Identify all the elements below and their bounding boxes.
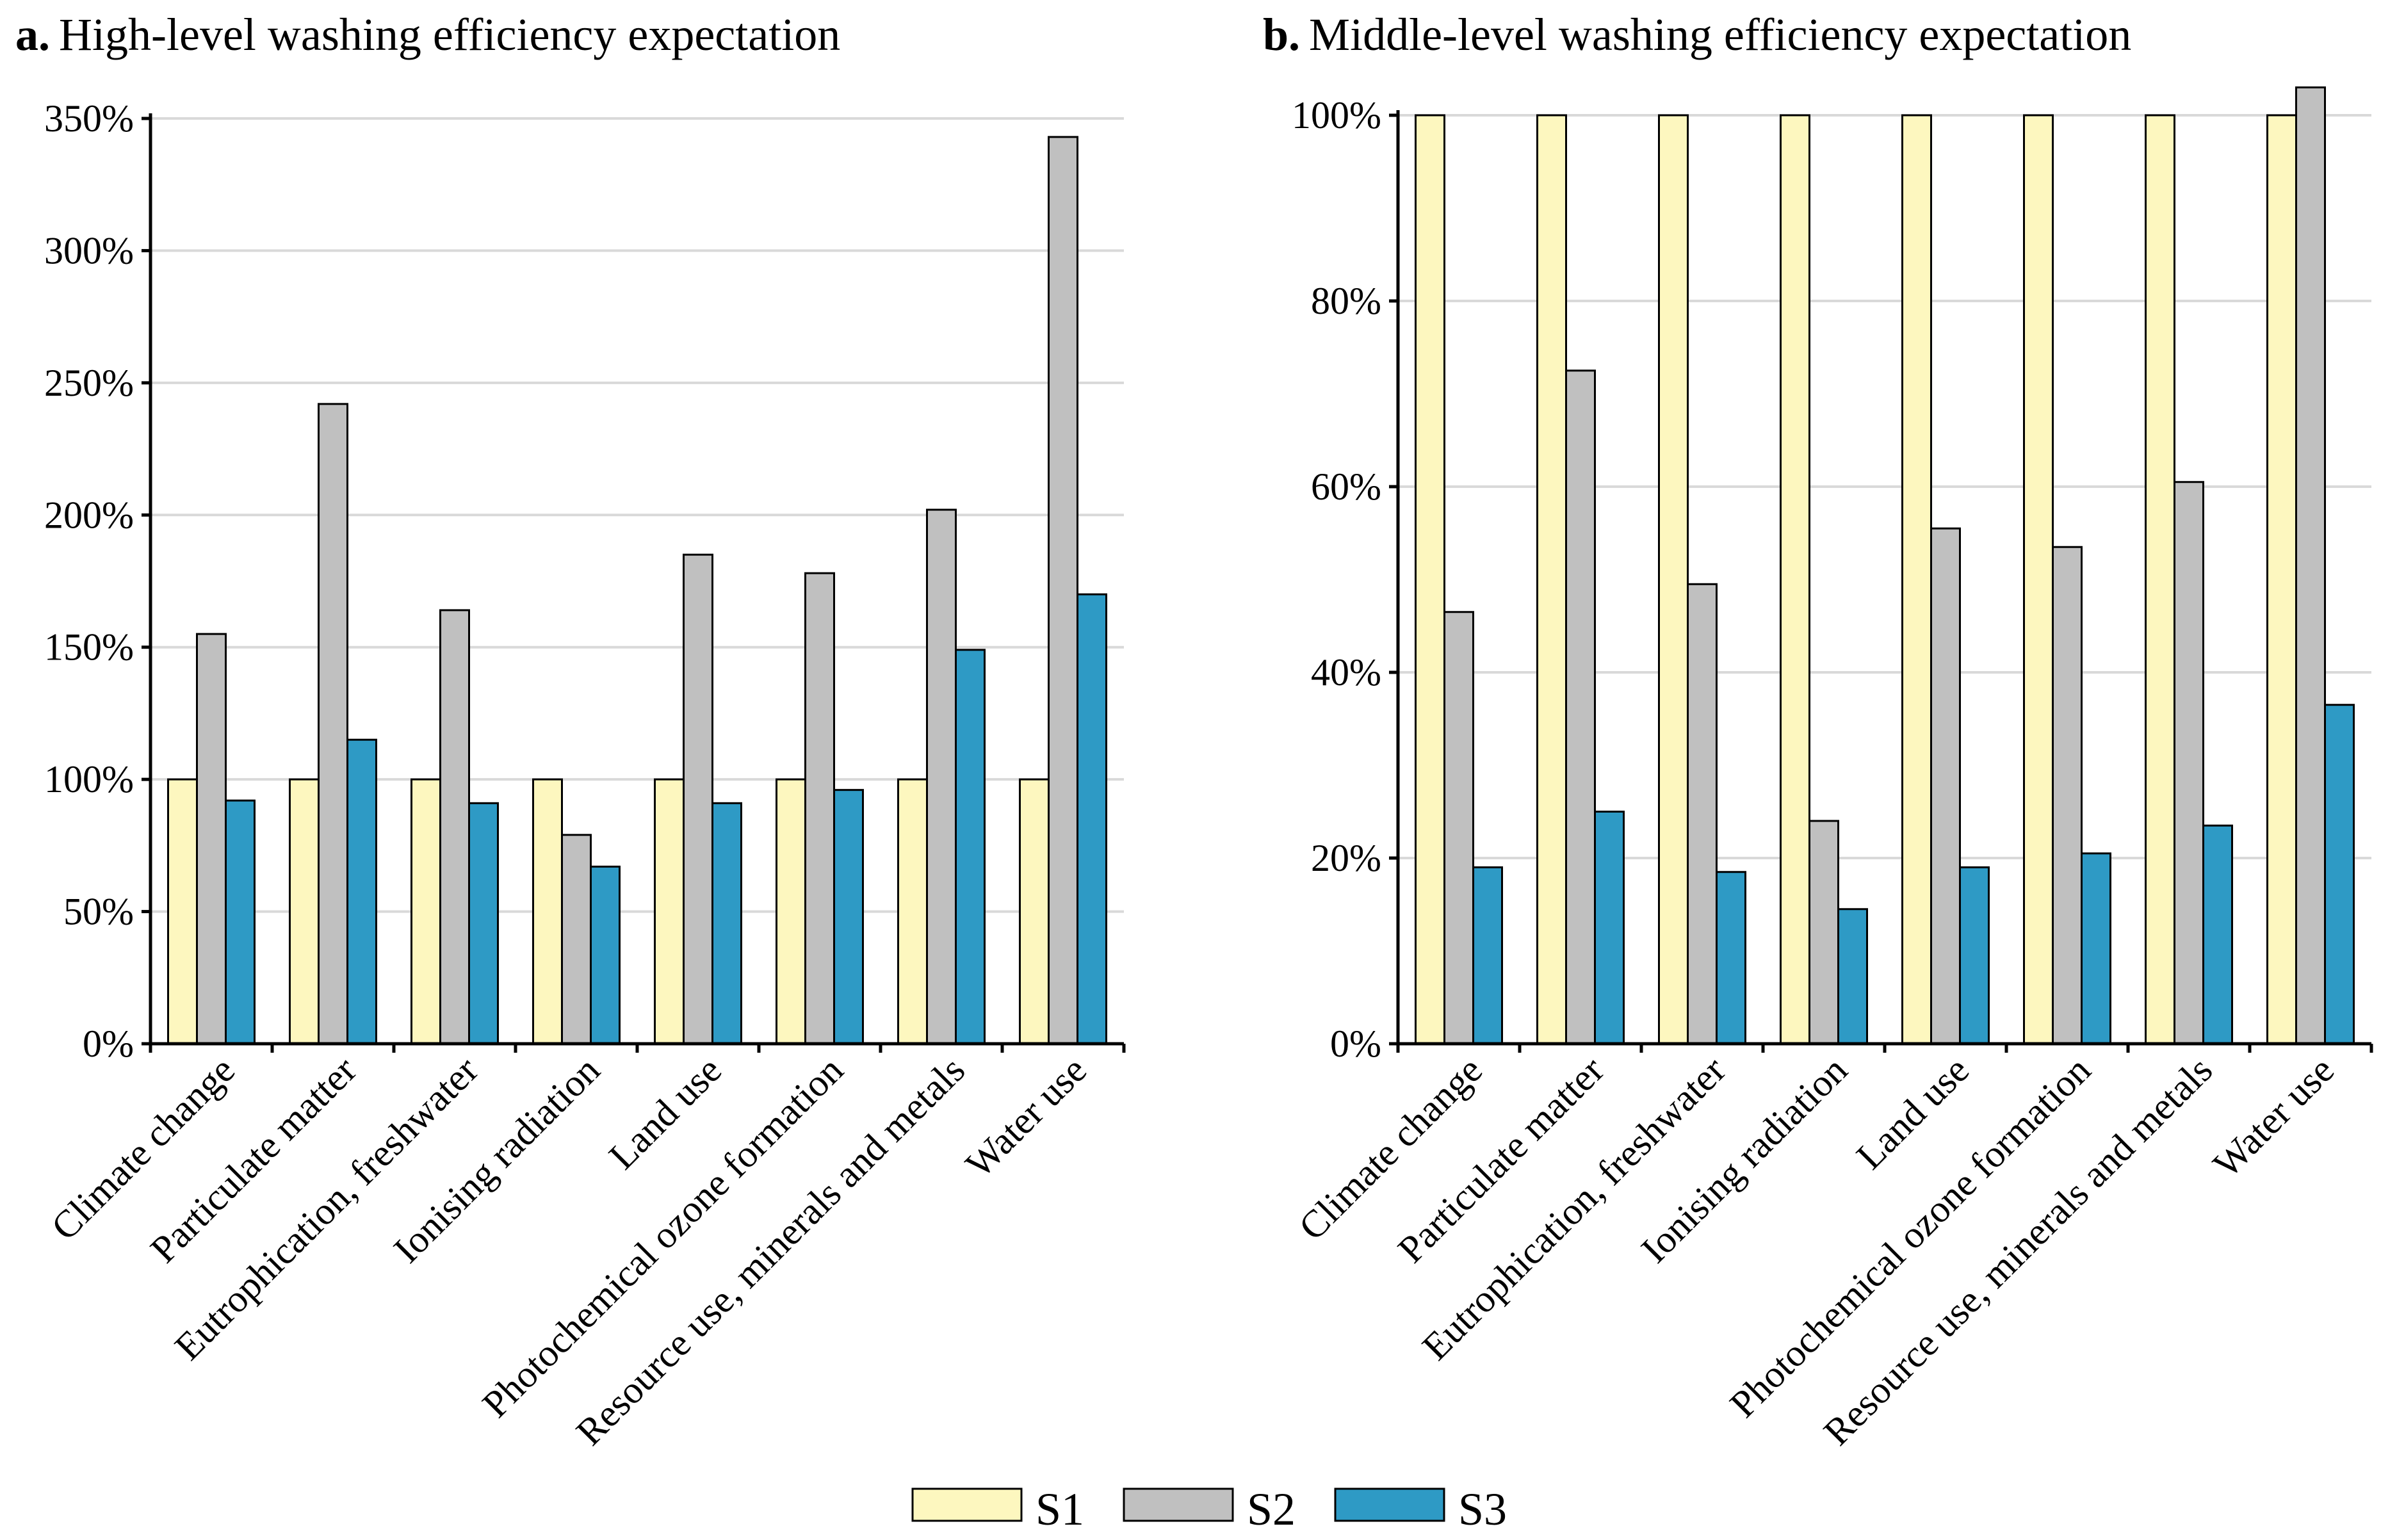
category-label-a-7: Water use	[957, 1049, 1094, 1186]
bar-b-s2-1	[1565, 369, 1596, 1045]
y-tick-label-b-3: 60%	[1311, 466, 1381, 508]
bar-b-s3-2	[1716, 871, 1746, 1045]
y-tick-label-b-5: 100%	[1292, 94, 1381, 136]
category-label-b-1: Particulate matter	[1390, 1049, 1612, 1271]
chart-panel-b: b. Middle-level washing efficiency expect…	[1263, 9, 2373, 1454]
y-tick-labels-b: 0% 20% 40% 60% 80% 100%	[1292, 94, 1381, 1065]
chart-panel-a: a. High-level washing efficiency expectat…	[15, 9, 1126, 1454]
bar-a-s3-5	[833, 789, 864, 1045]
y-tick-label-a-3: 150%	[44, 626, 134, 669]
bar-b-s1-4	[1901, 114, 1932, 1045]
bar-a-s1-0	[167, 778, 198, 1045]
bar-a-s1-5	[776, 778, 806, 1045]
bar-b-s3-7	[2324, 704, 2355, 1045]
bar-b-s2-0	[1443, 611, 1474, 1045]
bar-b-s1-5	[2023, 114, 2054, 1045]
y-tick-label-a-6: 300%	[44, 229, 134, 272]
bar-a-s2-2	[439, 609, 470, 1045]
bar-a-s3-2	[468, 802, 499, 1045]
bar-b-s2-7	[2295, 86, 2326, 1045]
bars-a	[167, 136, 1107, 1045]
bar-b-s1-6	[2145, 114, 2175, 1045]
bar-a-s2-6	[926, 508, 957, 1045]
panel-title-text-a: High-level washing efficiency expectatio…	[59, 9, 840, 60]
panel-letter-a: a.	[15, 9, 50, 60]
y-tick-label-a-0: 0%	[83, 1023, 134, 1065]
legend-label-s2: S2	[1247, 1484, 1296, 1535]
y-tick-label-b-1: 20%	[1311, 837, 1381, 879]
bar-a-s1-4	[654, 778, 685, 1045]
bar-a-s1-2	[410, 778, 441, 1045]
y-tick-label-b-0: 0%	[1330, 1023, 1381, 1065]
bar-a-s3-3	[590, 865, 621, 1045]
bar-b-s2-4	[1930, 527, 1961, 1045]
bar-a-s3-7	[1077, 593, 1107, 1045]
y-tick-label-b-4: 80%	[1311, 280, 1381, 322]
legend-swatch-s1	[911, 1487, 1023, 1522]
bar-b-s3-6	[2202, 824, 2233, 1045]
panel-letter-b: b.	[1263, 9, 1300, 60]
bar-a-s2-4	[683, 553, 713, 1045]
chart-title-b: b. Middle-level washing efficiency expect…	[1263, 9, 2131, 60]
bar-a-s3-0	[225, 799, 256, 1045]
legend-swatch-s2	[1123, 1487, 1234, 1522]
bar-b-s3-0	[1472, 866, 1503, 1045]
category-label-b-4: Land use	[1848, 1049, 1977, 1178]
bar-a-s2-0	[196, 633, 227, 1045]
chart-title-a: a. High-level washing efficiency expectat…	[15, 9, 840, 60]
category-label-b-7: Water use	[2205, 1049, 2342, 1186]
bar-b-s2-2	[1687, 583, 1718, 1045]
y-tick-label-a-2: 100%	[44, 758, 134, 800]
bar-b-s1-2	[1658, 114, 1689, 1045]
y-tick-label-a-4: 200%	[44, 494, 134, 536]
bar-a-s1-1	[289, 778, 320, 1045]
y-tick-labels-a: 0% 50% 100% 150% 200% 250% 300% 350%	[44, 97, 134, 1065]
bar-b-s3-1	[1594, 811, 1625, 1045]
bar-a-s1-7	[1019, 778, 1050, 1045]
bar-b-s2-5	[2052, 546, 2083, 1045]
bar-b-s3-5	[2081, 852, 2111, 1045]
bar-a-s3-4	[711, 802, 742, 1045]
bar-a-s2-7	[1048, 136, 1078, 1045]
legend-swatch-s3	[1334, 1487, 1445, 1522]
bar-a-s2-5	[804, 572, 835, 1045]
bar-a-s1-6	[897, 778, 928, 1045]
bar-a-s1-3	[532, 778, 563, 1045]
legend-label-s1: S1	[1036, 1484, 1084, 1535]
bar-b-s2-3	[1808, 820, 1839, 1045]
bar-a-s3-6	[955, 649, 986, 1045]
category-label-a-1: Particulate matter	[142, 1049, 364, 1271]
category-label-b-3: Ionising radiation	[1633, 1049, 1855, 1271]
bar-b-s1-0	[1415, 114, 1445, 1045]
axes-b	[1389, 110, 2373, 1053]
panel-title-text-b: Middle-level washing efficiency expectat…	[1309, 9, 2131, 60]
bar-b-s2-6	[2174, 481, 2204, 1045]
bar-b-s1-3	[1780, 114, 1810, 1045]
axes-a	[142, 113, 1126, 1053]
bar-b-s1-1	[1536, 114, 1567, 1045]
y-tick-label-a-1: 50%	[63, 891, 134, 933]
legend: S1 S2 S3	[911, 1484, 1507, 1535]
y-tick-label-a-7: 350%	[44, 97, 134, 140]
bar-b-s3-3	[1837, 908, 1868, 1045]
bars-b	[1415, 86, 2355, 1045]
legend-label-s3: S3	[1458, 1484, 1507, 1535]
category-label-a-4: Land use	[601, 1049, 729, 1178]
bar-a-s2-1	[318, 403, 348, 1045]
bar-a-s3-1	[346, 738, 377, 1045]
y-tick-label-a-5: 250%	[44, 362, 134, 404]
bar-b-s3-4	[1959, 866, 1990, 1045]
bar-b-s1-7	[2266, 114, 2297, 1045]
bar-a-s2-3	[561, 834, 592, 1045]
category-label-a-3: Ionising radiation	[386, 1049, 608, 1271]
y-tick-label-b-2: 40%	[1311, 651, 1381, 693]
